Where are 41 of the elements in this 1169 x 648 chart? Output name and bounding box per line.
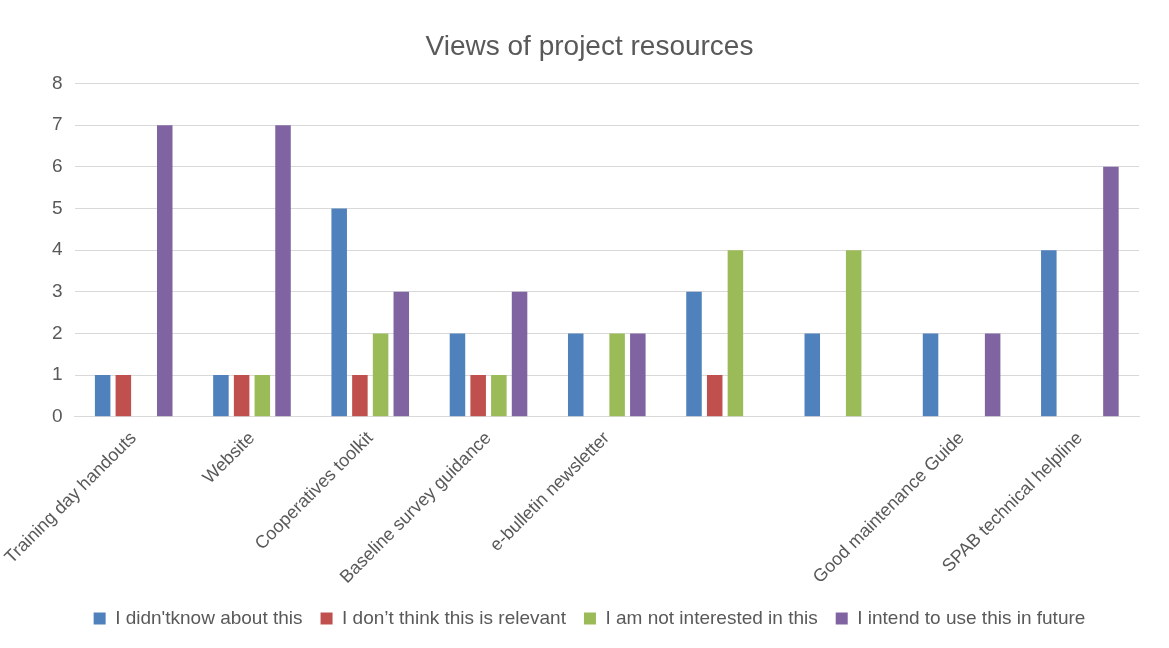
bar (213, 375, 229, 417)
bar (511, 291, 528, 417)
bar (686, 291, 702, 417)
bar (275, 125, 291, 417)
legend-label: I am not interested in this (605, 606, 818, 628)
bar (352, 375, 368, 417)
chart-title: Views of project resources (425, 29, 754, 61)
bar (393, 291, 410, 417)
bar (1041, 250, 1057, 417)
bar (94, 375, 111, 417)
bar (331, 208, 347, 417)
y-tick-label: 0 (51, 404, 63, 426)
bar (804, 333, 821, 417)
bar (567, 333, 584, 417)
bar (372, 333, 389, 417)
y-tick-label: 8 (51, 71, 63, 93)
bar (449, 333, 466, 417)
bar (706, 375, 723, 417)
y-tick-label: 6 (51, 155, 63, 177)
bar (1103, 166, 1119, 417)
y-tick-label: 7 (51, 113, 63, 135)
bar (254, 375, 271, 417)
y-tick-label: 4 (51, 238, 63, 260)
bar (630, 333, 646, 417)
y-tick-label: 3 (51, 280, 63, 301)
legend-label: I don’t think this is relevant (342, 606, 567, 628)
y-tick-label: 2 (51, 321, 63, 343)
bar (922, 333, 939, 417)
y-tick-label: 1 (51, 363, 63, 385)
bar (115, 375, 132, 417)
legend-label: I didn'tknow about this (115, 606, 303, 628)
y-tick-label: 5 (51, 196, 63, 218)
bar (845, 250, 862, 417)
bar (156, 125, 173, 417)
bar (984, 333, 1001, 417)
bar (609, 333, 625, 417)
legend-label: I intend to use this in future (857, 606, 1086, 628)
bar (491, 375, 507, 417)
bar (233, 375, 250, 417)
bar (727, 250, 744, 417)
bar (470, 375, 486, 417)
